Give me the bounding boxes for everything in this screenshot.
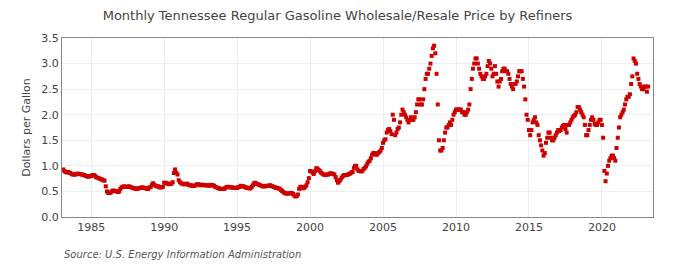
svg-text:1985: 1985 xyxy=(77,221,105,234)
svg-text:2020: 2020 xyxy=(588,221,616,234)
svg-text:0.0: 0.0 xyxy=(41,211,59,224)
svg-text:3.0: 3.0 xyxy=(41,57,59,70)
svg-text:1990: 1990 xyxy=(150,221,178,234)
svg-text:Dollars per Gallon: Dollars per Gallon xyxy=(20,78,33,177)
svg-text:1995: 1995 xyxy=(223,221,251,234)
svg-text:2000: 2000 xyxy=(296,221,324,234)
svg-text:Source: U.S. Energy Informatio: Source: U.S. Energy Information Administ… xyxy=(64,249,301,260)
svg-text:Monthly Tennessee Regular Gaso: Monthly Tennessee Regular Gasoline Whole… xyxy=(103,8,573,23)
svg-text:0.5: 0.5 xyxy=(41,185,59,198)
svg-text:3.5: 3.5 xyxy=(41,32,59,45)
svg-text:2.0: 2.0 xyxy=(41,109,59,122)
svg-text:2.5: 2.5 xyxy=(41,83,59,96)
svg-text:2005: 2005 xyxy=(369,221,397,234)
svg-text:2015: 2015 xyxy=(515,221,543,234)
svg-text:1.5: 1.5 xyxy=(41,134,59,147)
svg-text:1.0: 1.0 xyxy=(41,160,59,173)
svg-text:2010: 2010 xyxy=(442,221,470,234)
